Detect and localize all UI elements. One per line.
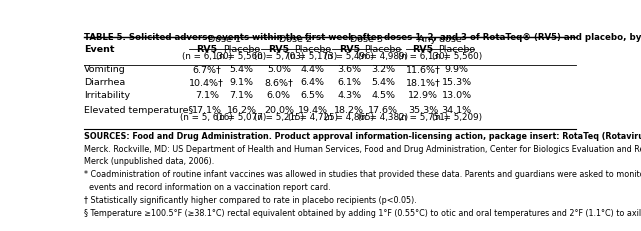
Text: Placebo: Placebo [365,45,402,54]
Text: RV5: RV5 [269,45,289,54]
Text: 20.0%: 20.0% [264,106,294,115]
Text: 15.3%: 15.3% [442,78,472,87]
Text: (n = 5,560): (n = 5,560) [431,52,482,61]
Text: 18.1%†: 18.1%† [406,78,440,87]
Text: (n = 5,496): (n = 5,496) [324,52,374,61]
Text: Irritability: Irritability [84,91,130,100]
Text: 3.6%: 3.6% [337,65,362,74]
Text: Placebo: Placebo [294,45,331,54]
Text: Dose 1: Dose 1 [208,35,240,44]
Text: (n = 6,130): (n = 6,130) [182,52,232,61]
Text: 6.1%: 6.1% [337,78,362,87]
Text: SOURCES: Food and Drug Administration. Product approval information-licensing ac: SOURCES: Food and Drug Administration. P… [84,132,641,141]
Text: 6.4%: 6.4% [301,78,324,87]
Text: 6.5%: 6.5% [301,91,324,100]
Text: † Statistically significantly higher compared to rate in placebo recipients (p<0: † Statistically significantly higher com… [84,196,417,205]
Text: Any dose: Any dose [418,35,462,44]
Text: 5.0%: 5.0% [267,65,291,74]
Text: Placebo: Placebo [438,45,475,54]
Text: RV5: RV5 [339,45,360,54]
Text: Diarrhea: Diarrhea [84,78,126,87]
Text: Event: Event [84,45,115,54]
Text: 4.4%: 4.4% [301,65,324,74]
Text: (n = 4,725): (n = 4,725) [288,113,338,122]
Text: (n = 5,560): (n = 5,560) [217,52,267,61]
Text: RV5: RV5 [412,45,433,54]
Text: Dose 2: Dose 2 [279,35,312,44]
Text: 12.9%: 12.9% [408,91,438,100]
Text: 5.4%: 5.4% [229,65,254,74]
Text: (n = 5,077): (n = 5,077) [217,113,267,122]
Text: (n = 5,703): (n = 5,703) [254,52,304,61]
Text: TABLE 5. Solicited adverse events within the first week after doses 1, 2, and 3 : TABLE 5. Solicited adverse events within… [84,33,641,42]
Text: 9.9%: 9.9% [445,65,469,74]
Text: 10.4%†: 10.4%† [189,78,224,87]
Text: (n = 4,382): (n = 4,382) [358,113,408,122]
Text: Dose 3: Dose 3 [350,35,383,44]
Text: 7.1%: 7.1% [229,91,254,100]
Text: 9.1%: 9.1% [229,78,254,87]
Text: (n = 4,989): (n = 4,989) [358,52,408,61]
Text: 8.6%†: 8.6%† [264,78,294,87]
Text: 34.1%: 34.1% [442,106,472,115]
Text: Elevated temperature§: Elevated temperature§ [84,106,193,115]
Text: (n = 5,215): (n = 5,215) [254,113,304,122]
Text: 16.2%: 16.2% [226,106,256,115]
Text: 7.1%: 7.1% [195,91,219,100]
Text: * Coadministration of routine infant vaccines was allowed in studies that provid: * Coadministration of routine infant vac… [84,170,641,179]
Text: 4.3%: 4.3% [337,91,362,100]
Text: 18.2%: 18.2% [335,106,364,115]
Text: 6.0%: 6.0% [267,91,291,100]
Text: 5.4%: 5.4% [371,78,395,87]
Text: 35.3%: 35.3% [408,106,438,115]
Text: 17.1%: 17.1% [192,106,222,115]
Text: events and record information on a vaccination report card.: events and record information on a vacci… [84,183,331,192]
Text: (n = 6,130): (n = 6,130) [398,52,448,61]
Text: Merck. Rockville, MD: US Department of Health and Human Services, Food and Drug : Merck. Rockville, MD: US Department of H… [84,145,641,154]
Text: (n = 4,865): (n = 4,865) [324,113,374,122]
Text: Merck (unpublished data, 2006).: Merck (unpublished data, 2006). [84,157,214,166]
Text: (n = 5,751): (n = 5,751) [398,113,448,122]
Text: 6.7%†: 6.7%† [192,65,221,74]
Text: 17.6%: 17.6% [368,106,398,115]
Text: 11.6%†: 11.6%† [406,65,440,74]
Text: 3.2%: 3.2% [371,65,395,74]
Text: Placebo: Placebo [223,45,260,54]
Text: (n = 5, 616): (n = 5, 616) [180,113,233,122]
Text: § Temperature ≥100.5°F (≥38.1°C) rectal equivalent obtained by adding 1°F (0.55°: § Temperature ≥100.5°F (≥38.1°C) rectal … [84,209,641,218]
Text: 4.5%: 4.5% [371,91,395,100]
Text: (n = 5,173): (n = 5,173) [288,52,338,61]
Text: (n = 5,209): (n = 5,209) [431,113,482,122]
Text: 19.4%: 19.4% [297,106,328,115]
Text: 13.0%: 13.0% [442,91,472,100]
Text: Vomiting: Vomiting [84,65,126,74]
Text: RV5: RV5 [196,45,217,54]
